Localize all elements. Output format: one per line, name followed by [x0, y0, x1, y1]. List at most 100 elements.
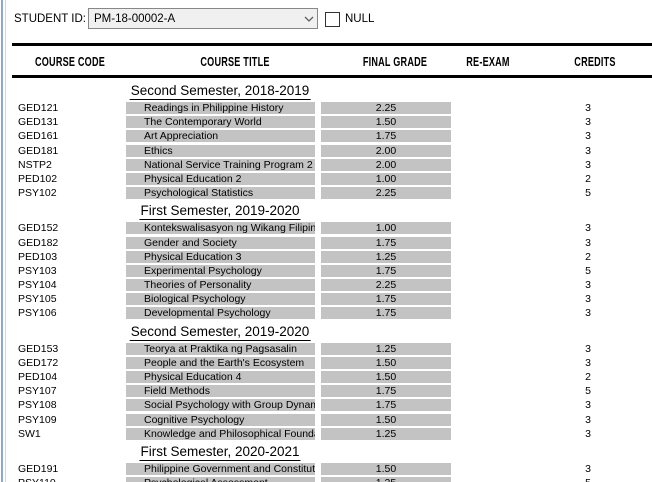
- re-exam-cell: [458, 477, 518, 482]
- semester-heading: Second Semester, 2019-2020: [0, 321, 652, 342]
- semester-title: First Semester, 2020-2021: [139, 443, 301, 461]
- re-exam-cell: [458, 279, 518, 291]
- credits-value: 3: [585, 462, 591, 475]
- final-grade-cell: 2.25: [321, 187, 451, 200]
- semester-heading: First Semester, 2020-2021: [0, 441, 652, 462]
- course-title-cell: Ethics: [126, 144, 315, 157]
- course-row: GED182 Gender and Society 1.75 3: [0, 236, 652, 250]
- course-row: GED153 Teorya at Praktika ng Pagsasalin 1.…: [0, 342, 652, 356]
- course-row: NSTP2 National Service Training Program 2…: [0, 158, 652, 172]
- course-code: PED102: [18, 172, 58, 185]
- course-code: GED152: [18, 222, 59, 235]
- re-exam-cell: [458, 357, 518, 369]
- course-title-cell: Theories of Personality: [126, 279, 315, 292]
- null-checkbox[interactable]: [325, 12, 340, 27]
- re-exam-cell: [458, 414, 518, 426]
- final-grade-cell: 1.75: [321, 399, 451, 412]
- table-top-rule: [12, 43, 652, 46]
- course-row: PSY103 Experimental Psychology 1.75 5: [0, 264, 652, 278]
- course-code: GED161: [18, 130, 59, 143]
- credits-value: 5: [528, 477, 648, 482]
- credits-value: 3: [585, 236, 591, 249]
- course-title-cell: Cognitive Psychology: [126, 413, 315, 426]
- course-code: GED172: [18, 356, 59, 369]
- column-header-course-title: COURSE TITLE: [200, 54, 270, 69]
- credits-value: 3: [585, 293, 591, 306]
- course-row: PED103 Physical Education 3 1.25 2: [0, 250, 652, 264]
- semester-heading: Second Semester, 2018-2019: [0, 80, 652, 101]
- final-grade-cell: 1.50: [321, 462, 451, 475]
- course-row: PSY107 Field Methods 1.75 5: [0, 384, 652, 398]
- credits-value: 3: [585, 158, 591, 171]
- course-code: GED191: [18, 462, 59, 475]
- course-row: GED152 Kontekswalisasyon ng Wikang Filipi…: [0, 221, 652, 235]
- re-exam-cell: [458, 428, 518, 440]
- final-grade-cell: 1.00: [321, 222, 451, 235]
- course-row: PSY108 Social Psychology with Group Dynam…: [0, 398, 652, 412]
- course-row: GED191 Philippine Government and Constitu…: [0, 462, 652, 476]
- student-id-dropdown[interactable]: PM-18-00002-A: [88, 8, 318, 29]
- final-grade-cell: 1.75: [321, 307, 451, 320]
- column-header-final-grade: FINAL GRADE: [362, 54, 428, 69]
- credits-value: 3: [585, 413, 591, 426]
- course-title-cell: Social Psychology with Group Dynami: [126, 399, 315, 412]
- re-exam-cell: [458, 102, 518, 114]
- course-code: GED131: [18, 116, 59, 129]
- student-id-value: PM-18-00002-A: [94, 12, 176, 25]
- null-checkbox-label: NULL: [345, 13, 375, 25]
- course-title-cell: Physical Education 2: [126, 172, 315, 185]
- credits-value: 2: [585, 172, 591, 185]
- column-header-course-code: COURSE CODE: [34, 54, 106, 69]
- left-edge-divider: [5, 0, 6, 482]
- credits-value: 3: [585, 130, 591, 143]
- re-exam-cell: [458, 159, 518, 171]
- course-title-cell: Physical Education 3: [126, 250, 315, 263]
- table-header-rule: [12, 75, 652, 78]
- course-row: GED181 Ethics 2.00 3: [0, 144, 652, 158]
- course-title-cell: Readings in Philippine History: [126, 102, 315, 114]
- course-title-cell: Field Methods: [126, 385, 315, 398]
- final-grade-cell: 1.75: [321, 293, 451, 306]
- course-row: GED172 People and the Earth's Ecosystem 1.…: [0, 356, 652, 370]
- course-code: GED181: [18, 144, 59, 157]
- course-code: GED182: [18, 236, 59, 249]
- course-row: PSY109 Cognitive Psychology 1.50 3: [0, 413, 652, 427]
- re-exam-cell: [458, 371, 518, 383]
- course-title-cell: Teorya at Praktika ng Pagsasalin: [126, 342, 315, 355]
- semester-title: First Semester, 2019-2020: [139, 203, 301, 221]
- chevron-down-icon[interactable]: [301, 16, 317, 22]
- course-code: PSY106: [18, 307, 57, 320]
- credits-value: 3: [585, 222, 591, 235]
- re-exam-cell: [458, 130, 518, 142]
- course-row: GED161 Art Appreciation 1.75 3: [0, 129, 652, 143]
- credits-value: 3: [585, 279, 591, 292]
- course-row: PED102 Physical Education 2 1.00 2: [0, 172, 652, 186]
- re-exam-cell: [458, 399, 518, 411]
- course-code: PSY104: [18, 279, 57, 292]
- re-exam-cell: [458, 116, 518, 128]
- final-grade-cell: 2.00: [321, 158, 451, 171]
- re-exam-cell: [458, 237, 518, 249]
- course-title-cell: National Service Training Program 2: [126, 158, 315, 171]
- course-code: PSY107: [18, 385, 57, 398]
- final-grade-cell: 1.50: [321, 116, 451, 129]
- credits-value: 3: [585, 399, 591, 412]
- course-title-cell: Philippine Government and Constituti: [126, 462, 315, 475]
- course-row: PSY105 Biological Psychology 1.75 3: [0, 292, 652, 306]
- credits-value: 2: [585, 371, 591, 383]
- final-grade-cell: 1.25: [321, 477, 451, 482]
- final-grade-cell: 1.75: [321, 264, 451, 277]
- course-row: PSY110 Psychological Assessment 1.25 5: [0, 476, 652, 482]
- course-code: PED103: [18, 250, 58, 263]
- course-title-cell: Gender and Society: [126, 236, 315, 249]
- course-code: PSY102: [18, 187, 57, 200]
- course-row: PSY102 Psychological Statistics 2.25 5: [0, 186, 652, 200]
- course-row: PED104 Physical Education 4 1.50 2: [0, 370, 652, 384]
- course-row: PSY104 Theories of Personality 2.25 3: [0, 278, 652, 292]
- credits-value: 5: [585, 385, 591, 398]
- course-code: GED121: [18, 102, 59, 114]
- final-grade-cell: 1.25: [321, 427, 451, 440]
- course-row: GED131 The Contemporary World 1.50 3: [0, 115, 652, 129]
- course-code: PSY105: [18, 293, 57, 306]
